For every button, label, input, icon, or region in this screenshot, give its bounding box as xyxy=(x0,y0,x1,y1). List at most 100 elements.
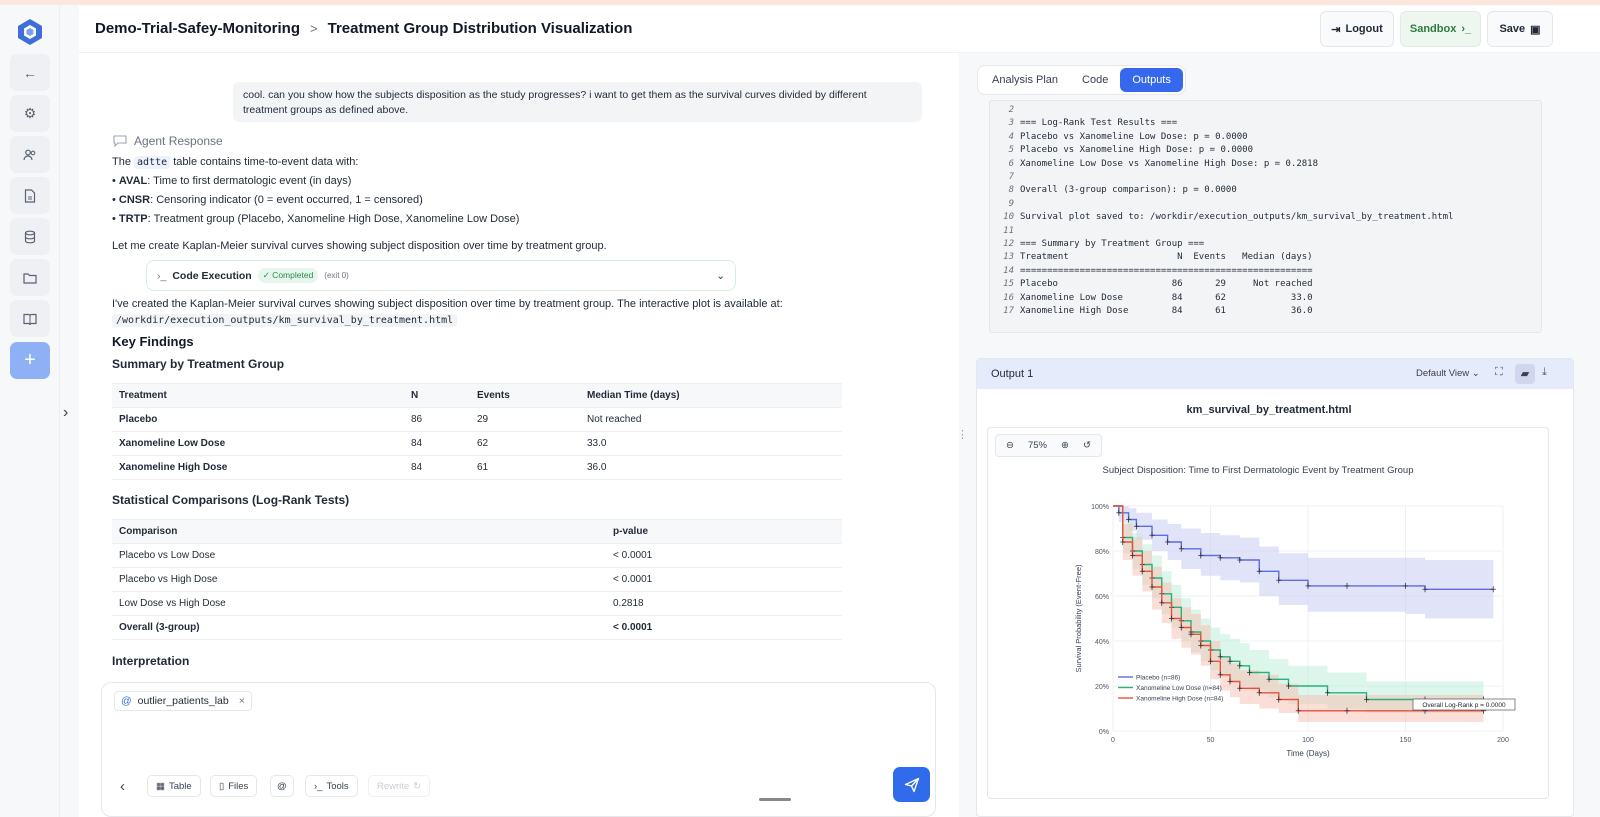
users-icon[interactable] xyxy=(10,136,50,173)
sandbox-button[interactable]: Sandbox ›_ xyxy=(1400,11,1481,47)
table-icon: ▦ xyxy=(156,780,165,792)
legend-label: Xanomeline High Dose (n=84) xyxy=(1136,696,1223,703)
table-row: Xanomeline High Dose 84 61 36.0 xyxy=(112,455,842,480)
code-execution-block[interactable]: ›_ Code Execution ✓ Completed (exit 0) ⌄ xyxy=(146,260,736,291)
log-line: 8 Overall (3-group comparison): p = 0.000… xyxy=(990,184,1237,197)
stats-table: Comparison p-value Placebo vs Low Dose <… xyxy=(112,519,842,640)
table-cell: < 0.0001 xyxy=(606,543,842,568)
chevron-left-icon[interactable]: ‹ xyxy=(120,778,125,795)
bullet-trtp: • TRTP: Treatment group (Placebo, Xanome… xyxy=(112,213,520,225)
bullet-key: CNSR xyxy=(118,194,151,206)
fullscreen-icon[interactable]: ⛶ xyxy=(1495,366,1503,378)
download-icon[interactable]: ⤓ xyxy=(1542,366,1547,378)
censor-mark xyxy=(1344,582,1350,589)
database-icon[interactable] xyxy=(10,218,50,255)
censor-mark xyxy=(1217,671,1223,678)
zoom-in-icon[interactable]: ⊕ xyxy=(1060,440,1069,451)
table-header: Events xyxy=(470,383,580,408)
send-button[interactable] xyxy=(893,767,930,802)
censor-mark xyxy=(1490,586,1496,593)
app-logo-icon[interactable] xyxy=(15,17,45,47)
tools-button-label: Tools xyxy=(326,780,349,792)
tab-bar: Analysis Plan Code Outputs xyxy=(977,65,1186,95)
send-icon xyxy=(904,777,919,792)
censor-mark xyxy=(1130,552,1135,559)
tab-code[interactable]: Code xyxy=(1082,74,1109,86)
table-cell: Low Dose vs High Dose xyxy=(112,591,606,616)
logout-icon: ⇥ xyxy=(1331,23,1341,36)
km-survival-chart: Subject Disposition: Time to First Derma… xyxy=(1074,465,1516,758)
zoom-toolbar: ⊖ 75% ⊕ ↺ xyxy=(995,434,1102,457)
confidence-band xyxy=(1113,506,1494,619)
bullet-aval: • AVAL: Time to first dermatologic event… xyxy=(112,175,352,187)
terminal-icon: ›_ xyxy=(157,269,167,282)
at-icon: @ xyxy=(277,780,287,792)
interpretation-heading: Interpretation xyxy=(112,654,190,668)
book-icon[interactable] xyxy=(10,300,50,337)
intro-pre: The xyxy=(112,156,131,168)
table-cell: Xanomeline High Dose xyxy=(112,455,404,480)
reset-zoom-icon[interactable]: ↺ xyxy=(1082,440,1091,451)
censor-mark xyxy=(1422,586,1428,593)
censor-mark xyxy=(1159,599,1165,606)
agent-label: Agent Response xyxy=(134,134,223,148)
table-cell: 84 xyxy=(404,431,470,456)
files-button[interactable]: ▯ Files xyxy=(210,775,258,797)
chat-panel: cool. can you show how the subjects disp… xyxy=(79,53,959,817)
table-cell: Placebo xyxy=(112,407,404,432)
logout-button[interactable]: ⇥ Logout xyxy=(1320,11,1394,47)
save-button[interactable]: Save ▣ xyxy=(1487,11,1553,47)
tab-analysis-plan[interactable]: Analysis Plan xyxy=(992,74,1059,86)
scrollbar-thumb[interactable] xyxy=(759,798,791,801)
log-line-number: 3 xyxy=(1008,118,1014,129)
log-line-text: Placebo vs Xanomeline High Dose: p = 0.0… xyxy=(1020,145,1253,156)
new-chat-plus-icon[interactable]: + xyxy=(10,342,50,379)
breadcrumb-separator: > xyxy=(310,21,318,36)
back-arrow-icon[interactable]: ← xyxy=(10,54,50,91)
folder-icon[interactable]: ▰ xyxy=(1515,364,1535,384)
table-button[interactable]: ▦ Table xyxy=(147,775,201,797)
expand-chevron-right-icon[interactable]: › xyxy=(63,404,69,421)
censor-mark xyxy=(1403,582,1408,589)
log-line-number: 4 xyxy=(1008,131,1014,142)
log-line-number: 13 xyxy=(1003,252,1014,263)
bullet-text: : Treatment group (Placebo, Xanomeline H… xyxy=(147,213,520,225)
tools-button[interactable]: ›_ Tools xyxy=(305,775,358,797)
table-cell: < 0.0001 xyxy=(606,615,842,640)
table-cell: Overall (3-group) xyxy=(112,615,606,640)
chevron-down-icon[interactable]: ⌄ xyxy=(716,269,725,282)
document-icon[interactable] xyxy=(10,177,50,214)
censor-mark xyxy=(1178,545,1184,552)
y-axis-label: Survival Probability (Event-Free) xyxy=(1074,564,1083,672)
mention-button[interactable]: @ xyxy=(270,775,294,797)
rewrite-button[interactable]: Rewrite ↻ xyxy=(368,775,431,797)
result-path: /workdir/execution_outputs/km_survival_b… xyxy=(112,314,458,327)
censor-mark xyxy=(1208,658,1213,665)
log-line-text: Xanomeline Low Dose vs Xanomeline High D… xyxy=(1020,158,1319,169)
breadcrumb-page: Treatment Group Distribution Visualizati… xyxy=(327,20,633,37)
view-select[interactable]: Default View ⌄ xyxy=(1416,368,1480,379)
breadcrumb-project[interactable]: Demo-Trial-Safey-Monitoring xyxy=(95,20,301,37)
message-composer[interactable]: @ outlier_patients_lab × ‹ ▦ Table ▯ Fil… xyxy=(101,682,936,817)
zoom-out-icon[interactable]: ⊖ xyxy=(1006,440,1014,451)
close-icon[interactable]: × xyxy=(238,695,245,707)
settings-gear-icon[interactable]: ⚙ xyxy=(10,95,50,132)
censor-mark xyxy=(1198,552,1204,559)
censor-mark xyxy=(1133,523,1139,530)
censor-mark xyxy=(1237,662,1243,669)
plan-text: Let me create Kaplan-Meier survival curv… xyxy=(112,240,607,252)
key-findings-heading: Key Findings xyxy=(112,334,194,349)
table-row: Overall (3-group) < 0.0001 xyxy=(112,615,842,640)
mention-tag[interactable]: @ outlier_patients_lab × xyxy=(114,691,252,711)
censor-mark xyxy=(1266,676,1272,683)
log-line: 4 Placebo vs Xanomeline Low Dose: p = 0.0… xyxy=(990,131,1248,144)
censor-mark xyxy=(1120,539,1126,545)
censor-mark xyxy=(1364,696,1369,703)
drag-handle-icon[interactable]: ⋮ xyxy=(957,429,968,441)
folder-icon[interactable] xyxy=(10,259,50,296)
log-line: 7 xyxy=(990,171,1020,184)
log-line-text: Placebo 86 29 Not reached xyxy=(1020,279,1313,290)
panel-splitter[interactable] xyxy=(959,53,974,817)
stats-heading: Statistical Comparisons (Log-Rank Tests) xyxy=(112,493,350,507)
tab-outputs[interactable]: Outputs xyxy=(1120,68,1183,92)
